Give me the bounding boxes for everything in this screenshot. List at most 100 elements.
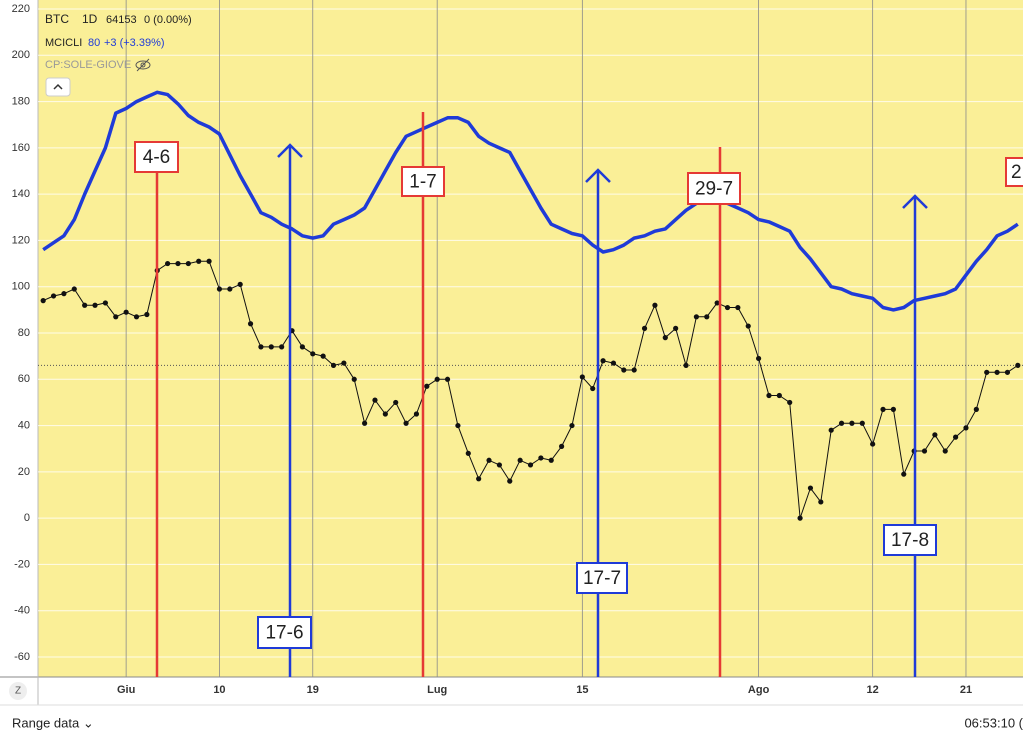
- y-tick-label: 60: [18, 373, 30, 385]
- annotation-box: [257, 616, 312, 649]
- y-tick-label: 160: [12, 142, 30, 154]
- annotation-label: 4-6: [143, 147, 170, 168]
- data-point: [50, 293, 57, 299]
- annotation-box: [1005, 157, 1023, 187]
- data-point: [299, 344, 305, 350]
- zoom-button[interactable]: Z: [9, 682, 27, 700]
- data-point: [507, 478, 513, 484]
- legend-indicator: MCICLI: [45, 37, 82, 49]
- data-point: [206, 258, 212, 264]
- y-tick-label: 220: [12, 3, 30, 15]
- y-tick-label: -40: [14, 605, 30, 617]
- data-point: [673, 325, 679, 331]
- legend-change: 0 (0.00%): [144, 14, 192, 26]
- annotation-label: 17-8: [891, 530, 929, 551]
- data-point: [621, 367, 627, 373]
- data-point: [268, 344, 274, 350]
- legend-ind-value: 80: [88, 37, 100, 49]
- data-point: [890, 406, 896, 412]
- data-point: [185, 260, 191, 267]
- data-point: [330, 362, 337, 368]
- range-button[interactable]: Range data ⌄: [12, 715, 94, 730]
- x-tick-label: Lug: [427, 684, 447, 696]
- data-point: [735, 304, 741, 311]
- data-point: [237, 281, 243, 287]
- annotation-label: 29-7: [695, 179, 733, 200]
- legend-overlay: CP:SOLE-GIOVE: [45, 59, 131, 71]
- data-point: [838, 420, 845, 426]
- data-point: [942, 448, 948, 454]
- data-point: [372, 397, 378, 403]
- annotation-arrowhead: [277, 143, 303, 158]
- data-point: [434, 376, 440, 382]
- data-point: [859, 420, 865, 426]
- x-tick-label: 10: [213, 684, 225, 696]
- data-point: [465, 450, 471, 456]
- data-point: [724, 304, 731, 311]
- data-point: [641, 325, 648, 331]
- collapse-button[interactable]: [45, 77, 71, 97]
- data-point: [82, 302, 88, 308]
- data-point: [849, 420, 855, 426]
- y-tick-label: -20: [14, 558, 30, 570]
- data-point: [932, 432, 938, 438]
- legend-price: 64153: [106, 14, 137, 26]
- data-point: [517, 457, 523, 463]
- annotation-box: [134, 141, 179, 173]
- annotation-label: 2: [1011, 162, 1022, 183]
- x-tick-label: 15: [576, 684, 588, 696]
- data-point: [455, 422, 461, 429]
- data-point: [382, 411, 388, 417]
- data-point: [994, 369, 1000, 375]
- data-point: [102, 300, 108, 306]
- data-point: [1004, 369, 1011, 375]
- data-point: [880, 406, 886, 412]
- eye-icon[interactable]: [135, 58, 151, 72]
- annotation-label: 1-7: [409, 172, 436, 193]
- data-point: [92, 302, 98, 308]
- y-tick-label: 0: [24, 512, 30, 524]
- data-point: [631, 367, 637, 373]
- data-point: [538, 455, 544, 461]
- data-point: [362, 420, 368, 426]
- y-tick-label: 200: [12, 49, 30, 61]
- data-point: [320, 353, 326, 359]
- data-point: [165, 260, 171, 267]
- data-point: [610, 360, 617, 366]
- data-point: [258, 344, 264, 350]
- y-tick-label: 100: [12, 281, 30, 293]
- data-point: [40, 298, 46, 304]
- annotation-box: [687, 172, 741, 205]
- annotation-box: [401, 166, 445, 197]
- plot: -60 -40 -20 0 20 40 60 80 100 120 140 160 180 200 220 G…: [12, 0, 1023, 696]
- data-point: [196, 258, 202, 264]
- zoom-label: Z: [15, 686, 21, 697]
- data-point: [984, 369, 990, 375]
- data-point: [693, 314, 699, 320]
- data-point: [600, 358, 606, 364]
- data-point: [424, 383, 430, 389]
- annotation-box: [883, 524, 937, 556]
- clock: 06:53:10 (: [964, 715, 1023, 730]
- y-tick-label: 40: [18, 419, 30, 431]
- x-tick-label: Ago: [748, 684, 770, 696]
- data-point: [559, 443, 565, 449]
- data-point: [351, 376, 357, 382]
- data-point: [476, 476, 482, 482]
- data-point: [787, 399, 793, 406]
- data-point: [310, 351, 316, 357]
- legend-symbol: BTC: [45, 12, 69, 26]
- data-point: [71, 286, 77, 292]
- data-point: [413, 411, 420, 417]
- data-point: [569, 422, 575, 429]
- y-tick-label: 120: [12, 234, 30, 246]
- legend: BTC 1D 64153 0 (0.00%) MCICLI 80 +3 (+3.…: [45, 12, 192, 97]
- data-point: [216, 286, 223, 292]
- data-point: [963, 425, 969, 431]
- data-point: [227, 286, 233, 292]
- data-point: [590, 385, 596, 392]
- data-point: [579, 374, 585, 380]
- data-point: [247, 321, 254, 327]
